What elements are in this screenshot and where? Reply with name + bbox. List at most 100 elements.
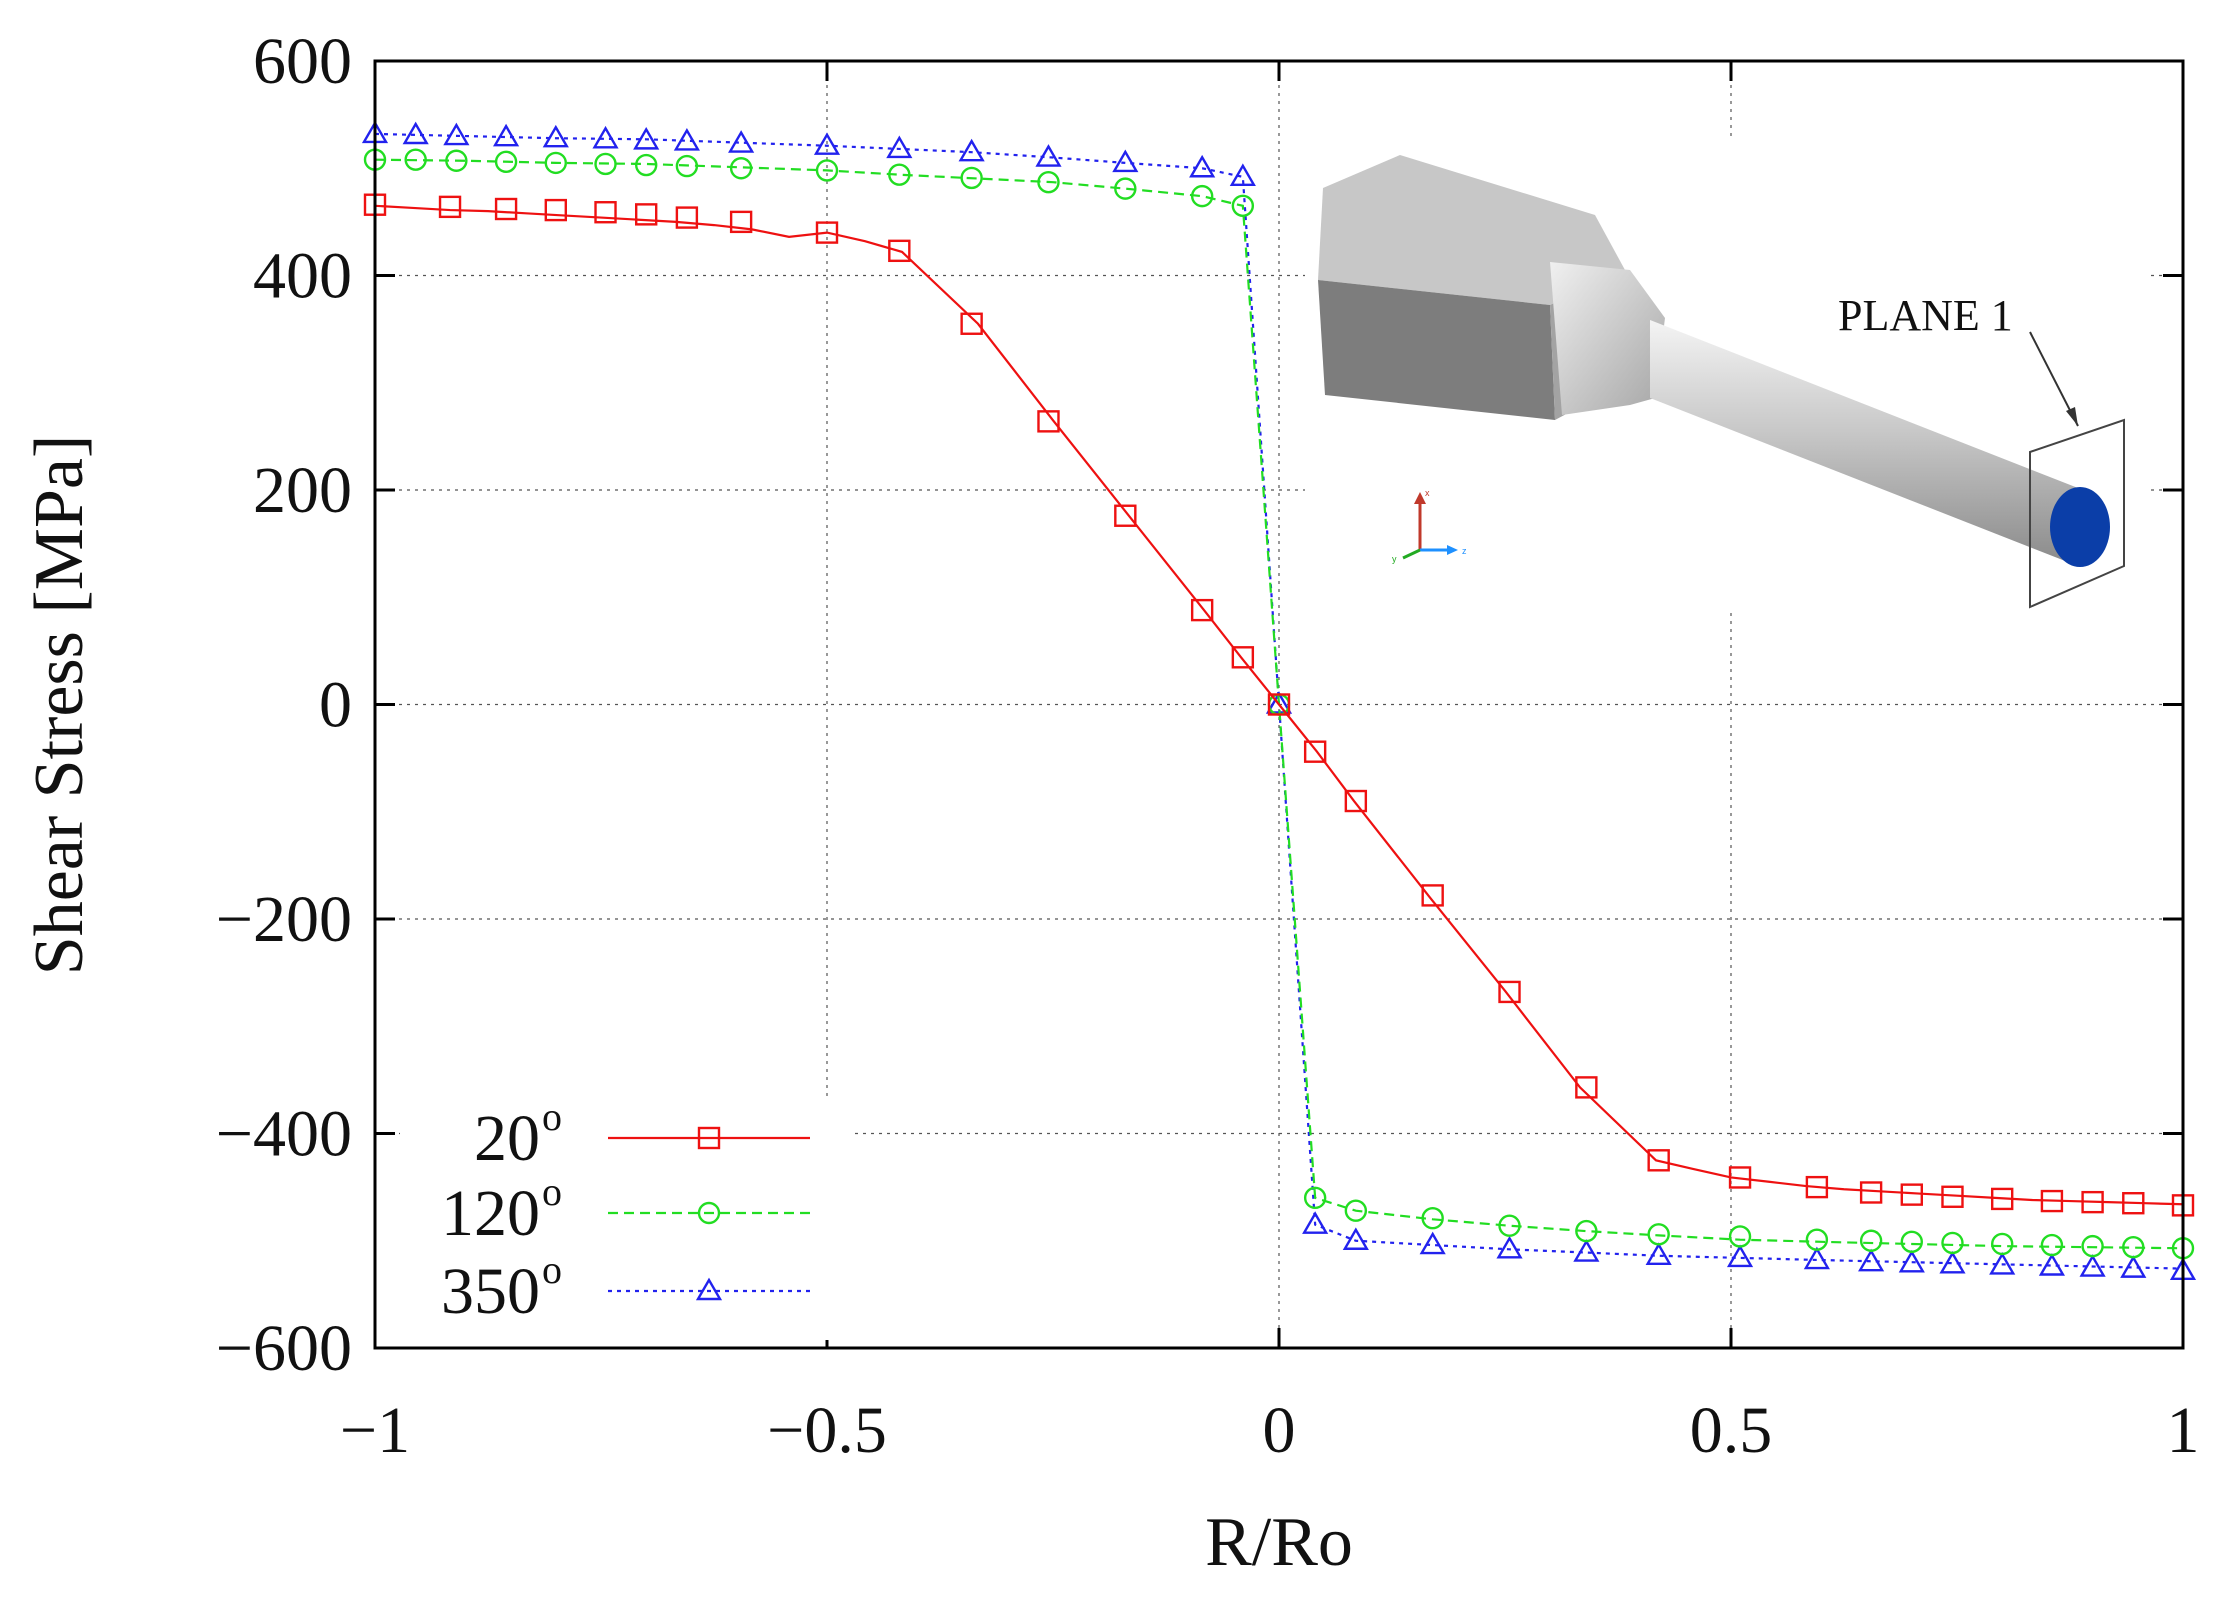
- series-120-point: [1190, 184, 1214, 208]
- series-20-point: [1647, 1149, 1670, 1172]
- series-120-point: [1037, 170, 1060, 194]
- series-120-point: [2081, 1234, 2104, 1258]
- plane-1-callout-arrowhead: [2066, 407, 2078, 426]
- series-20-point: [1114, 504, 1137, 527]
- series-20-point: [960, 312, 983, 335]
- series-120-point: [2040, 1233, 2064, 1257]
- y-tick-label: 200: [253, 454, 352, 527]
- series-120-point: [1421, 1207, 1444, 1230]
- series-20-point: [815, 221, 839, 244]
- series-350-point: [1726, 1244, 1754, 1268]
- legend-label-20: 20: [474, 1102, 540, 1175]
- series-20-point: [675, 206, 699, 229]
- series-20-point: [1190, 598, 1214, 622]
- series-120-point: [1647, 1223, 1670, 1246]
- series-350-point: [886, 135, 913, 159]
- series-350-point: [2120, 1255, 2147, 1278]
- specimen-neck: [1550, 262, 1665, 415]
- series-20-line: [374, 204, 2184, 1206]
- series-20-point: [635, 203, 658, 226]
- series-20-point: [1037, 410, 1060, 433]
- series-20-point: [1575, 1076, 1598, 1099]
- legend-label-120: 120: [441, 1177, 540, 1250]
- x-tick-label: 0: [1263, 1394, 1296, 1467]
- x-tick-label: 1: [2167, 1394, 2200, 1467]
- plane-1-outline: [2029, 418, 2125, 609]
- y-tick-label: 0: [319, 669, 352, 742]
- series-20-point: [729, 210, 753, 234]
- series-350-point: [2038, 1253, 2066, 1276]
- legend-label-350: 350: [441, 1255, 540, 1328]
- legend-label-sup-350: o: [542, 1247, 562, 1292]
- legend-label-sup-120: o: [542, 1169, 562, 1214]
- series-120-point: [1805, 1228, 1829, 1251]
- series-120-point: [445, 149, 468, 172]
- series-120-point: [1498, 1214, 1521, 1237]
- series-20-point: [494, 197, 518, 221]
- triad-z-label: z: [1462, 546, 1467, 556]
- series-20-point: [2081, 1190, 2104, 1214]
- series-120-point: [404, 148, 427, 171]
- series-350-point: [542, 124, 569, 148]
- series-350-point: [1645, 1242, 1672, 1265]
- series-350-point: [1803, 1246, 1830, 1270]
- legend-marker-20: [697, 1126, 721, 1150]
- series-20-point: [1421, 884, 1444, 907]
- series-120-point: [729, 157, 753, 180]
- series-20-point: [1859, 1181, 1883, 1204]
- series-20-point: [888, 239, 911, 263]
- specimen-inset-illustration: PLANE 1 x y z: [1305, 140, 2150, 610]
- series-20-point: [594, 201, 617, 224]
- series-20-point: [438, 195, 462, 219]
- specimen-shaft: [1650, 320, 2078, 566]
- series-350-point: [813, 132, 841, 155]
- series-350-point: [1496, 1235, 1523, 1259]
- series-120-point: [888, 163, 911, 186]
- x-tick-label: 0.5: [1690, 1394, 1773, 1467]
- series-20-point: [1900, 1183, 1924, 1206]
- series-350-point: [1302, 1211, 1329, 1234]
- series-350-point: [1939, 1250, 1966, 1274]
- series-20-point: [1728, 1166, 1752, 1189]
- x-tick-label: −1: [340, 1394, 410, 1467]
- series-350-point: [492, 123, 520, 147]
- series-350-point: [1229, 163, 1256, 187]
- series-120-point: [1859, 1229, 1883, 1252]
- x-axis-title: R/Ro: [1205, 1504, 1353, 1581]
- series-350-point: [1342, 1227, 1369, 1250]
- series-350-point: [402, 121, 429, 145]
- series-120-point: [960, 166, 983, 190]
- triad-x-label: x: [1425, 488, 1430, 498]
- series-20-point: [1990, 1187, 2014, 1211]
- y-tick-label: −200: [216, 883, 352, 956]
- series-120-point: [544, 151, 567, 175]
- y-axis-title: Shear Stress [MPa]: [21, 435, 98, 975]
- series-120-point: [1900, 1230, 1924, 1254]
- series-120-point: [1303, 1186, 1327, 1210]
- axis-triad-icon: x y z: [1392, 488, 1467, 564]
- series-120-point: [675, 154, 699, 178]
- series-350-point: [1035, 144, 1062, 167]
- specimen-hex-head-front: [1318, 280, 1555, 420]
- series-20-point: [1231, 646, 1255, 669]
- series-350-point: [592, 125, 619, 149]
- plane-1-cross-section: [2050, 487, 2110, 567]
- series-120-point: [1575, 1219, 1598, 1243]
- series-120-point: [635, 153, 658, 177]
- series-120-point: [2122, 1235, 2145, 1259]
- series-120-point: [494, 150, 518, 174]
- series-20-point: [1303, 740, 1327, 763]
- triad-y-label: y: [1392, 554, 1397, 564]
- series-20-point: [1805, 1175, 1829, 1199]
- series-20-point: [1267, 693, 1291, 716]
- series-120-point: [815, 159, 839, 182]
- series-350-point: [728, 130, 755, 153]
- y-tick-label: −400: [216, 1098, 352, 1171]
- series-350-point: [1898, 1249, 1925, 1273]
- y-tick-label: 600: [253, 25, 352, 98]
- series-350-point: [1858, 1248, 1885, 1272]
- legend-marker-350: [695, 1277, 723, 1301]
- series-20-point: [1344, 789, 1368, 813]
- series-350-point: [1573, 1239, 1600, 1262]
